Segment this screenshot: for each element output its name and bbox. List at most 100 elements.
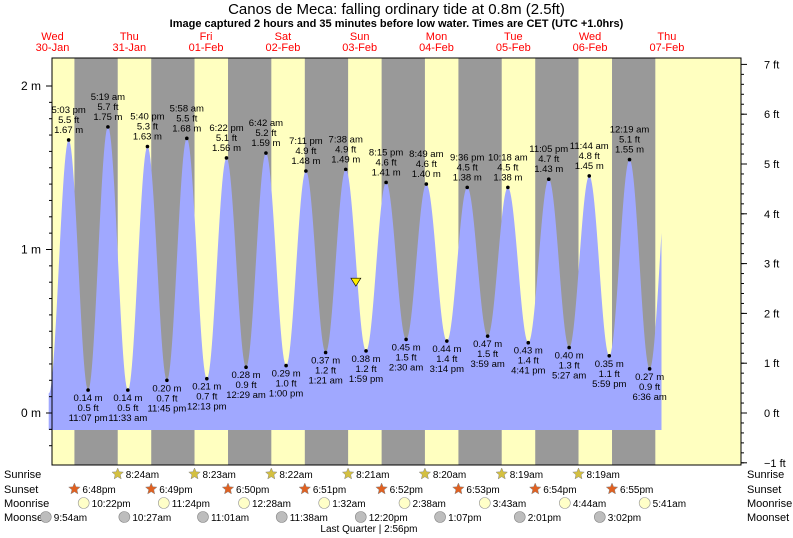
high-tide-m-label: 1.68 m (172, 123, 201, 134)
low-tide-ft-label: 1.3 ft (559, 361, 580, 372)
day-name-label: Sun (350, 31, 370, 43)
sunset-icon (68, 482, 81, 495)
moonrise-icon (157, 497, 170, 509)
low-tide-m-label: 0.21 m (192, 382, 221, 393)
sunrise-time: 8:20am (433, 470, 466, 481)
y-right-tick-label: 6 ft (764, 109, 779, 121)
low-tide-point (404, 337, 408, 342)
moonrise-icon (479, 497, 491, 509)
high-tide-time-label: 8:15 pm (369, 147, 403, 158)
moonset-icon (197, 511, 209, 523)
sunset-time: 6:52pm (390, 485, 423, 496)
sunrise-time: 8:21am (356, 470, 389, 481)
high-tide-m-label: 1.75 m (93, 112, 122, 123)
moonrise-time: 3:43am (493, 499, 526, 510)
moon-phase-note: Last Quarter | 2:56pm (320, 524, 417, 535)
low-tide-m-label: 0.38 m (352, 354, 381, 365)
high-tide-m-label: 1.49 m (331, 154, 360, 165)
moonrise-icon (398, 497, 411, 509)
high-tide-m-label: 1.55 m (615, 145, 644, 156)
high-tide-ft-label: 4.6 ft (376, 157, 397, 168)
low-tide-point (485, 334, 490, 338)
high-tide-ft-label: 5.1 ft (619, 135, 640, 146)
low-tide-point (445, 339, 449, 343)
low-tide-time-label: 5:27 am (552, 371, 586, 382)
sunset-time: 6:48pm (82, 485, 115, 496)
sunset-time: 6:49pm (159, 485, 192, 496)
date-label: 07-Feb (649, 42, 684, 54)
low-tide-time-label: 4:41 pm (511, 366, 545, 377)
current-level-marker (350, 277, 362, 287)
low-tide-point (567, 345, 571, 350)
low-tide-time-label: 1:21 am (308, 376, 342, 387)
moonset-time: 12:20pm (369, 513, 408, 524)
moonset-icon (434, 511, 446, 523)
high-tide-point (546, 177, 551, 181)
moonrise-icon (559, 497, 571, 509)
high-tide-point (384, 180, 388, 185)
low-tide-m-label: 0.45 m (392, 342, 421, 353)
sunrise-time: 8:23am (203, 470, 236, 481)
low-tide-point (323, 350, 328, 355)
low-tide-ft-label: 0.5 ft (78, 403, 99, 414)
day-name-label: Wed (41, 31, 63, 43)
low-tide-time-label: 2:30 am (389, 362, 423, 373)
y-left-tick-label: 2 m (21, 79, 41, 93)
high-tide-m-label: 1.40 m (412, 169, 441, 180)
high-tide-ft-label: 5.3 ft (137, 121, 158, 132)
high-tide-m-label: 1.63 m (133, 131, 162, 142)
high-tide-point (424, 182, 429, 186)
high-tide-ft-label: 4.9 ft (295, 146, 316, 157)
sunrise-icon (264, 467, 278, 480)
sunset-icon (528, 482, 542, 495)
moonrise-row-label-right: Moonrise (747, 498, 792, 510)
high-tide-point (185, 136, 189, 141)
low-tide-ft-label: 1.5 ft (477, 349, 498, 360)
sunset-icon (452, 482, 465, 495)
low-tide-point (205, 376, 209, 381)
sunset-icon (144, 482, 158, 495)
moonrise-icon (638, 497, 651, 509)
low-tide-ft-label: 0.9 ft (235, 380, 256, 391)
moonset-time: 1:07pm (448, 513, 481, 524)
low-tide-m-label: 0.14 m (113, 393, 142, 404)
high-tide-time-label: 6:42 am (249, 118, 283, 129)
day-name-label: Mon (426, 31, 447, 43)
low-tide-ft-label: 1.1 ft (599, 369, 620, 380)
moonset-icon (513, 511, 526, 523)
high-tide-m-label: 1.48 m (291, 156, 320, 167)
date-label: 01-Feb (189, 42, 224, 54)
moonset-time: 10:27am (132, 513, 171, 524)
high-tide-time-label: 12:19 am (610, 125, 650, 136)
high-tide-ft-label: 4.9 ft (335, 144, 356, 155)
high-tide-m-label: 1.67 m (54, 125, 83, 136)
y-right-tick-label: 0 ft (764, 408, 779, 420)
sunrise-icon (495, 467, 509, 480)
sunset-icon (221, 482, 235, 495)
high-tide-time-label: 10:18 am (488, 152, 528, 163)
low-tide-ft-label: 1.2 ft (355, 364, 376, 375)
plot-frame (51, 57, 742, 466)
low-tide-m-label: 0.40 m (555, 351, 584, 362)
moonset-row-label-left: Moonset (4, 512, 46, 524)
y-right-tick-label: 3 ft (764, 259, 779, 271)
sunrise-row-label-left: Sunrise (4, 469, 41, 481)
low-tide-point (526, 340, 531, 345)
moonset-icon (354, 511, 367, 523)
moonrise-icon (318, 497, 330, 509)
date-label: 04-Feb (419, 42, 454, 54)
day-name-label: Thu (657, 31, 676, 43)
moonset-icon (593, 511, 606, 523)
sunset-icon (298, 482, 312, 495)
high-tide-point (264, 151, 268, 155)
high-tide-time-label: 5:58 am (170, 103, 204, 114)
high-tide-time-label: 7:11 pm (289, 136, 323, 147)
high-tide-time-label: 5:40 pm (130, 111, 164, 122)
high-tide-m-label: 1.43 m (534, 164, 563, 175)
moonrise-icon (77, 497, 90, 509)
low-tide-m-label: 0.29 m (272, 369, 301, 380)
high-tide-point (106, 125, 110, 129)
sunrise-time: 8:19am (510, 470, 543, 481)
high-tide-time-label: 11:05 pm (529, 144, 568, 155)
high-tide-m-label: 1.56 m (212, 143, 241, 154)
